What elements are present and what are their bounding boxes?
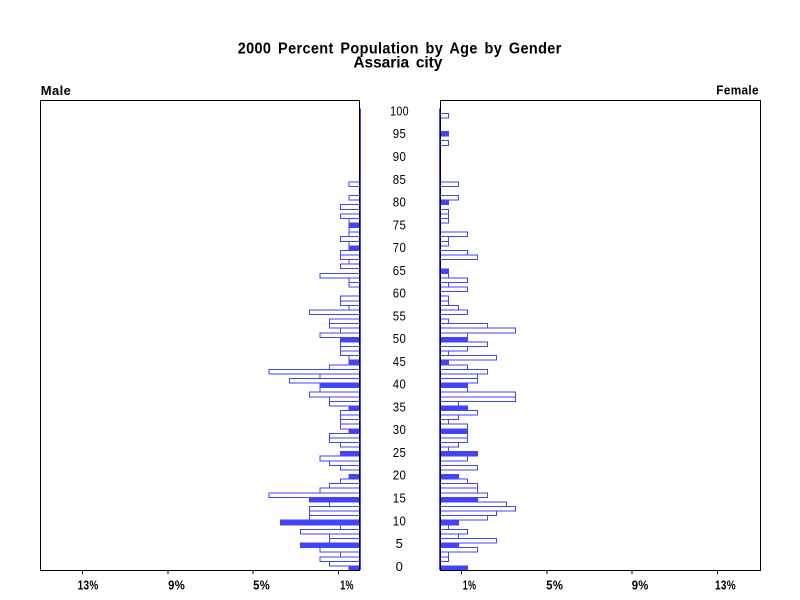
svg-text:5%: 5% xyxy=(253,577,270,592)
svg-text:13%: 13% xyxy=(78,577,99,592)
svg-text:95: 95 xyxy=(393,126,406,141)
svg-text:20: 20 xyxy=(393,468,406,483)
svg-text:9%: 9% xyxy=(632,577,649,592)
svg-text:1%: 1% xyxy=(463,577,477,592)
svg-text:45: 45 xyxy=(393,354,406,369)
svg-text:25: 25 xyxy=(393,445,406,460)
svg-text:60: 60 xyxy=(393,286,406,301)
svg-text:35: 35 xyxy=(393,399,406,414)
svg-text:50: 50 xyxy=(393,331,406,346)
svg-text:5: 5 xyxy=(396,536,404,551)
svg-text:55: 55 xyxy=(393,308,406,323)
svg-text:Female: Female xyxy=(716,83,759,98)
svg-text:40: 40 xyxy=(393,377,406,392)
svg-text:100: 100 xyxy=(390,104,409,119)
svg-text:70: 70 xyxy=(393,240,406,255)
svg-text:1%: 1% xyxy=(340,577,354,592)
svg-text:0: 0 xyxy=(396,559,404,574)
svg-text:Male: Male xyxy=(41,83,72,98)
svg-text:2000 Percent Population by Age: 2000 Percent Population by Age by Gender xyxy=(238,41,562,58)
svg-text:30: 30 xyxy=(393,422,406,437)
svg-text:90: 90 xyxy=(393,149,406,164)
svg-text:13%: 13% xyxy=(715,577,736,592)
svg-text:65: 65 xyxy=(393,263,406,278)
svg-text:Assaria city: Assaria city xyxy=(353,54,442,71)
svg-text:5%: 5% xyxy=(546,577,563,592)
svg-text:85: 85 xyxy=(393,172,406,187)
svg-text:80: 80 xyxy=(393,195,406,210)
svg-text:10: 10 xyxy=(393,513,406,528)
svg-text:75: 75 xyxy=(393,217,406,232)
svg-text:15: 15 xyxy=(393,491,406,506)
svg-text:9%: 9% xyxy=(168,577,185,592)
